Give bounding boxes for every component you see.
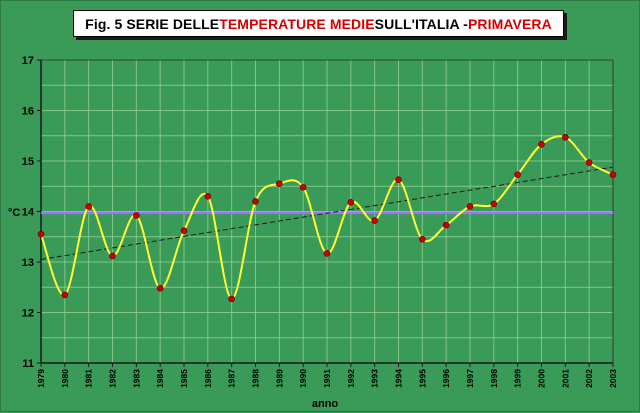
data-point — [585, 159, 593, 166]
x-tick-label: 1998 — [489, 369, 499, 388]
x-tick-label: 1994 — [394, 369, 404, 388]
x-tick-label: 1982 — [108, 369, 118, 388]
data-point — [85, 203, 92, 210]
y-tick-label: 16 — [22, 106, 34, 118]
y-tick-labels: 11 12 13 14 15 16 17 — [22, 55, 35, 370]
data-point — [442, 221, 450, 229]
data-point — [109, 252, 116, 260]
data-point — [419, 235, 426, 243]
x-tick-label: 1996 — [441, 369, 451, 388]
title-part-1: Fig. 5 SERIE DELLE — [85, 15, 220, 32]
x-tick-label: 1995 — [417, 369, 427, 388]
y-tick-label: 14 — [22, 207, 35, 219]
y-tick-label: 13 — [22, 257, 34, 269]
x-tick-label: 1986 — [203, 369, 213, 388]
x-tick-label: 1981 — [84, 369, 94, 388]
x-tick-label: 1990 — [298, 369, 308, 388]
title-part-2: TEMPERATURE MEDIE — [219, 15, 375, 32]
x-tick-label: 1979 — [36, 369, 46, 388]
data-point — [323, 250, 331, 257]
data-point — [562, 133, 569, 141]
y-axis-label: °C — [8, 207, 20, 219]
data-point — [347, 199, 355, 206]
x-tick-label: 1999 — [513, 369, 523, 388]
data-point — [609, 171, 617, 178]
x-tick-label: 1983 — [131, 369, 141, 388]
data-points — [37, 133, 617, 303]
data-point — [371, 217, 378, 224]
y-tick-label: 17 — [22, 55, 34, 67]
data-point — [538, 141, 545, 148]
data-point — [466, 203, 474, 210]
x-tick-label: 2002 — [584, 369, 594, 388]
y-tick-label: 11 — [22, 358, 34, 370]
data-point — [299, 183, 307, 191]
data-point — [180, 227, 188, 234]
data-point — [395, 176, 402, 183]
x-tick-label: 1985 — [179, 369, 189, 388]
x-axis-label: anno — [312, 398, 339, 410]
x-tick-label: 1993 — [370, 369, 380, 388]
x-tick-label: 1987 — [227, 369, 237, 388]
x-tick-label: 2000 — [537, 369, 547, 388]
x-tick-label: 1988 — [251, 369, 261, 388]
axes — [37, 59, 614, 367]
data-point — [37, 230, 45, 238]
trend-line — [40, 166, 614, 260]
x-tick-labels: 1979 1980 1981 1982 1983 1984 1985 1986 1987 1988… — [36, 369, 618, 388]
y-tick-label: 12 — [22, 308, 34, 320]
title-part-3: SULL'ITALIA - — [374, 15, 468, 32]
x-tick-label: 1984 — [155, 369, 165, 388]
x-tick-label: 1997 — [465, 369, 475, 388]
grid — [40, 59, 614, 364]
y-tick-label: 15 — [22, 156, 34, 168]
data-point — [514, 171, 521, 178]
x-tick-label: 1980 — [60, 369, 70, 388]
data-point — [156, 284, 164, 292]
x-tick-label: 2003 — [608, 369, 618, 388]
data-point — [204, 193, 212, 200]
chart-title: Fig. 5 SERIE DELLE TEMPERATURE MEDIE SUL… — [73, 10, 564, 37]
data-point — [276, 180, 283, 188]
data-point — [490, 200, 498, 208]
x-tick-label: 1992 — [346, 369, 356, 388]
x-tick-label: 1989 — [274, 369, 284, 388]
data-point — [252, 198, 259, 205]
title-part-4: PRIMAVERA — [467, 15, 552, 32]
data-point — [228, 295, 235, 303]
data-point — [61, 291, 69, 299]
data-point — [133, 212, 140, 219]
x-tick-label: 1991 — [322, 369, 332, 388]
x-tick-label: 2001 — [560, 369, 570, 388]
